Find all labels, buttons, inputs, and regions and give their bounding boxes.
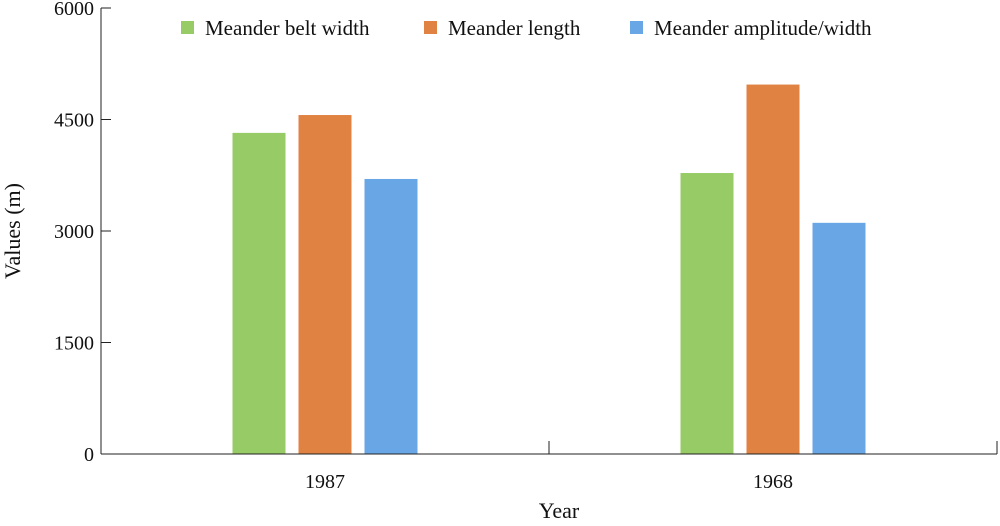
x-axis-title: Year [539,498,580,521]
y-tick-label: 0 [84,444,94,466]
legend-swatch [630,21,643,34]
bar-1987-series-1 [232,132,286,454]
legend-label: Meander amplitude/width [654,16,872,40]
x-tick-label: 1968 [753,471,793,493]
legend-swatch [181,21,194,34]
legend-label: Meander belt width [205,16,370,40]
bar-1968-series-1 [680,173,734,454]
bar-1987-series-3 [364,178,418,454]
y-tick-label: 4500 [54,110,94,132]
y-ticks: 0 1500 3000 4500 6000 [54,0,111,466]
bar-1968-series-3 [812,222,866,454]
y-tick-label: 3000 [54,221,94,243]
legend-label: Meander length [448,16,581,40]
y-tick-label: 6000 [54,0,94,20]
bar-1987-series-2 [298,115,352,454]
bars [232,84,866,455]
legend-swatch [424,21,437,34]
y-tick-label: 1500 [54,333,94,355]
bar-1968-series-2 [746,84,800,455]
y-axis-title: Values (m) [0,183,25,279]
legend: Meander belt width Meander length Meander … [181,16,872,40]
x-ticks: 1987 1968 [305,441,998,493]
x-tick-label: 1987 [305,471,345,493]
